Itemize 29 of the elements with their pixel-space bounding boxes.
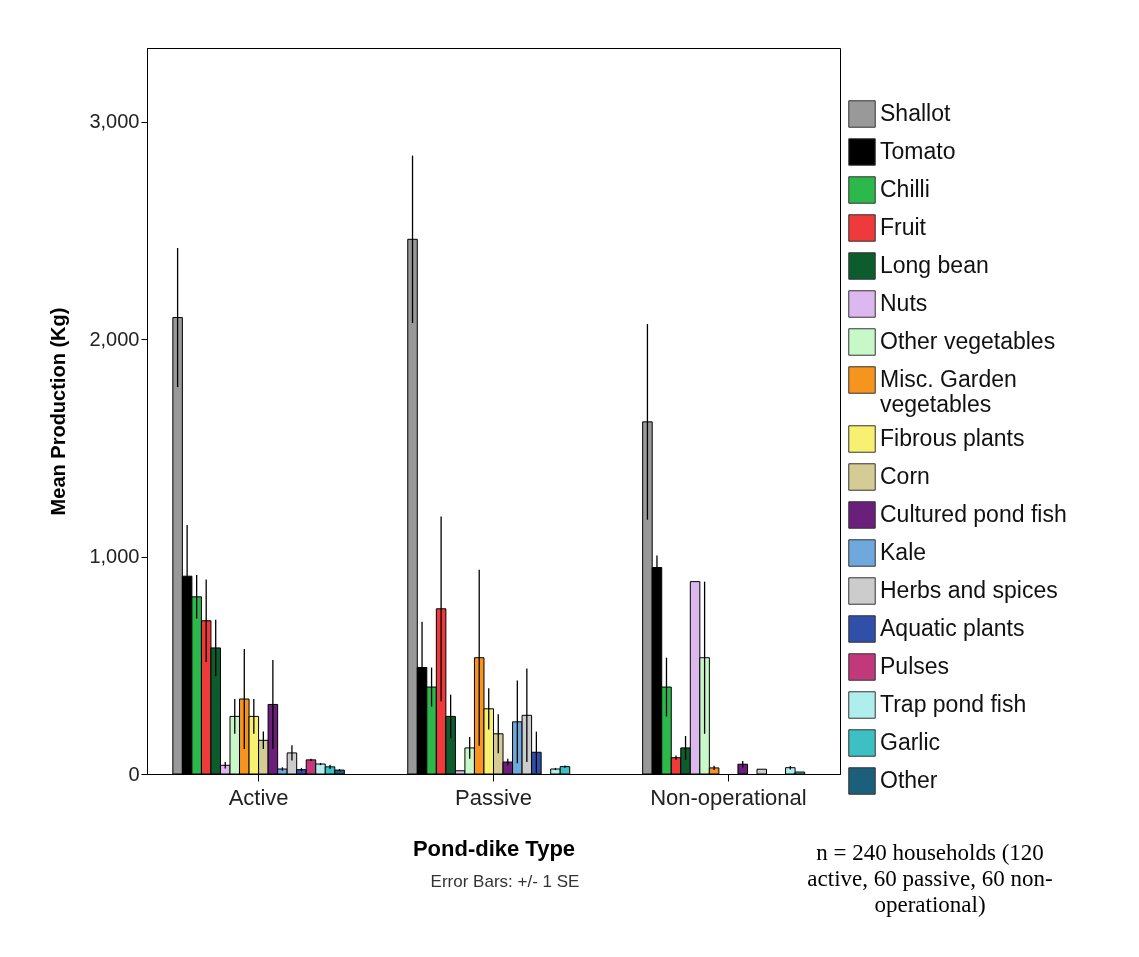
x-tick-label: Passive	[454, 784, 533, 810]
y-tick-label: 3,000	[89, 110, 140, 133]
legend-label: Aquatic plants	[880, 615, 1025, 641]
legend-label: Long bean	[880, 252, 989, 278]
text: Error Bars: +/- 1 SE	[429, 872, 581, 892]
legend-label: Fibrous plants	[880, 425, 1025, 451]
x-axis-title: Pond-dike Type	[412, 835, 576, 861]
legend-label: Misc. Garden vegetables	[880, 366, 1017, 417]
legend-label: Shallot	[880, 100, 951, 126]
legend-label: Corn	[880, 463, 930, 489]
legend-label: Kale	[880, 539, 927, 565]
text: n = 240 households (120 active, 60 passive, 60 non-operational)	[806, 840, 1054, 918]
legend-label: Herbs and spices	[880, 577, 1058, 603]
legend-label: Cultured pond fish	[880, 501, 1067, 527]
y-tick-label: 0	[128, 762, 140, 785]
legend-label: Trap pond fish	[880, 691, 1027, 717]
legend-label: Nuts	[880, 290, 928, 316]
legend-label: Pulses	[880, 653, 950, 679]
legend-label: Other	[880, 767, 938, 793]
y-tick-label: 1,000	[89, 545, 140, 568]
legend-label: Garlic	[880, 729, 941, 755]
x-tick-label: Active	[228, 784, 289, 810]
y-tick-label: 2,000	[89, 327, 140, 350]
legend-label: Tomato	[880, 138, 956, 164]
legend-label: Other vegetables	[880, 328, 1056, 354]
x-tick-label: Non-operational	[650, 784, 807, 810]
legend-label: Fruit	[880, 214, 927, 240]
y-axis-title: Mean Production (Kg)	[47, 307, 70, 516]
legend-label: Chilli	[880, 176, 930, 202]
